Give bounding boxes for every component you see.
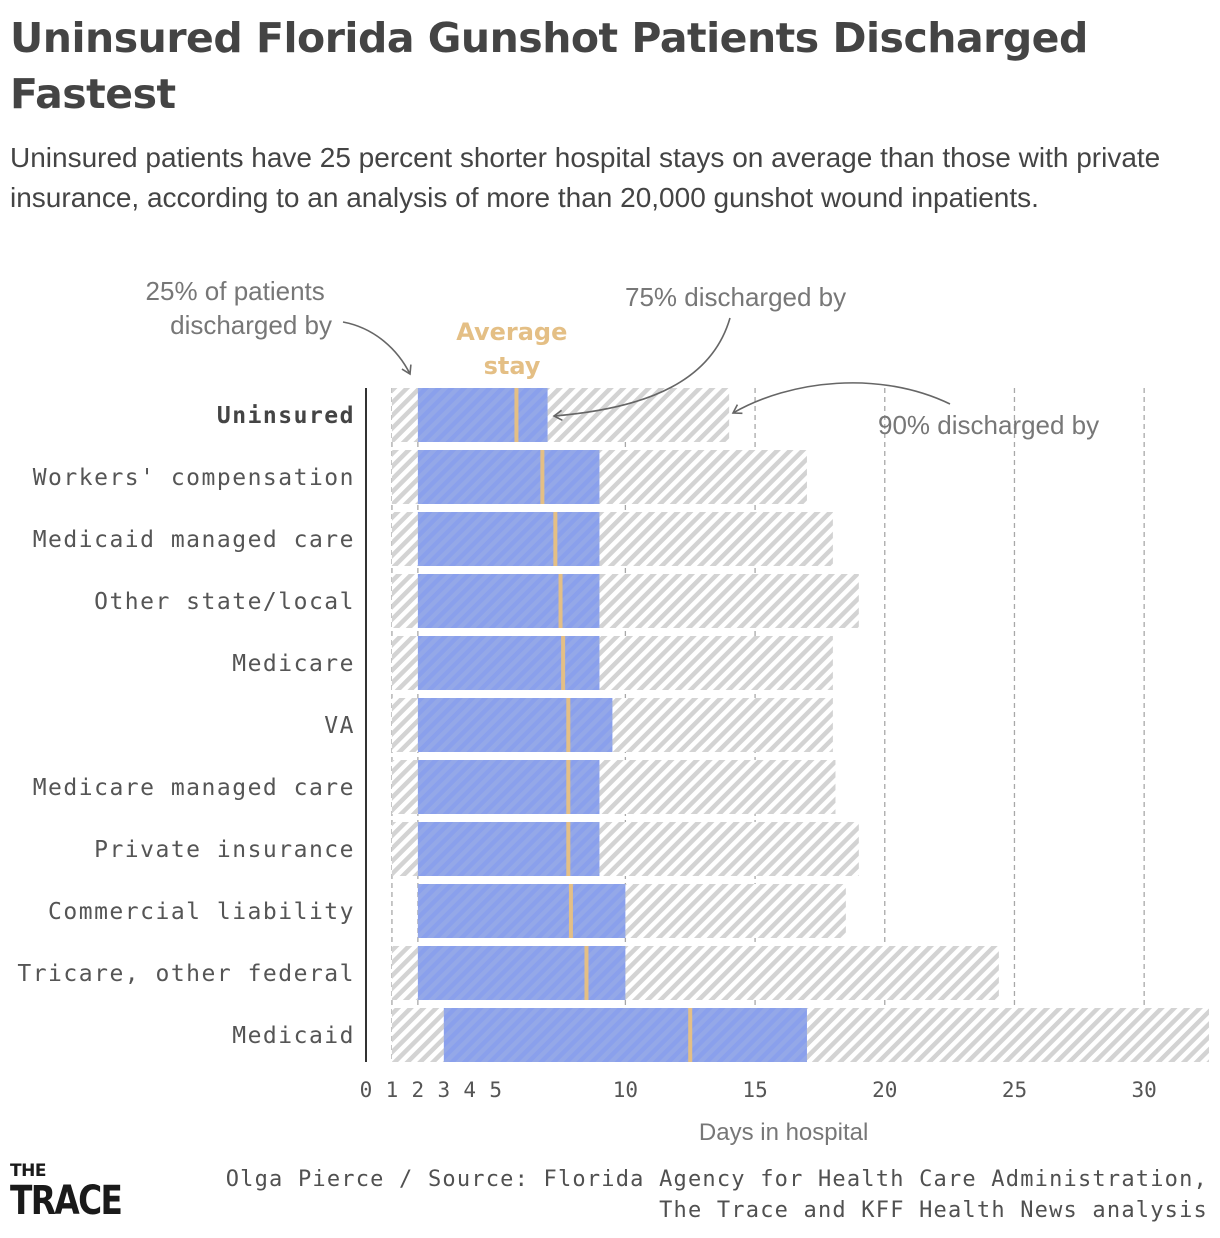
- iqr-bar-p25-p75: [417, 450, 600, 504]
- x-tick-label: 10: [613, 1078, 638, 1102]
- category-label: VA: [324, 713, 355, 739]
- category-label: Medicare: [232, 651, 355, 677]
- average-stay-marker: [540, 450, 545, 504]
- iqr-bar-p25-p75: [417, 698, 613, 752]
- chart-area: Uninsured Workers' compensation Medicaid m…: [17, 276, 1209, 1146]
- average-stay-marker: [561, 636, 566, 690]
- annotation-p75: 75% discharged by: [625, 282, 846, 312]
- x-tick-label: 2: [412, 1078, 425, 1102]
- x-tick-label: 5: [489, 1078, 502, 1102]
- iqr-bar-p25-p75: [417, 574, 600, 628]
- category-label: Private insurance: [94, 837, 355, 863]
- annotation-avg: Average stay: [456, 318, 576, 380]
- logo-line2: TRACE: [10, 1178, 123, 1224]
- average-stay-marker: [688, 1008, 693, 1062]
- the-trace-logo: THE TRACE: [10, 1161, 146, 1224]
- source-credit: Olga Pierce / Source: Florida Agency for…: [226, 1164, 1208, 1226]
- x-axis-label: Days in hospital: [699, 1119, 868, 1146]
- iqr-bar-p25-p75: [417, 946, 626, 1000]
- iqr-bar-p25-p75: [417, 512, 600, 566]
- x-tick-label: 0: [360, 1078, 373, 1102]
- average-stay-marker: [558, 574, 563, 628]
- x-tick-label: 30: [1132, 1078, 1157, 1102]
- x-tick-label: 4: [463, 1078, 476, 1102]
- annotation-p25-line1: 25% of patients: [146, 276, 325, 306]
- x-axis-ticks: 0 1 2 3 4 5 10 15 20 25 30: [360, 1078, 1157, 1102]
- average-stay-marker: [566, 760, 571, 814]
- credit-line2: The Trace and KFF Health News analysis: [659, 1198, 1208, 1223]
- category-label: Medicare managed care: [33, 775, 355, 801]
- category-label: Uninsured: [217, 403, 355, 429]
- average-stay-marker: [568, 884, 573, 938]
- category-label: Medicaid: [232, 1023, 355, 1049]
- iqr-bar-p25-p75: [417, 388, 548, 442]
- annotation-p75-arrow: [552, 317, 731, 422]
- annotation-avg-line2: stay: [484, 352, 541, 380]
- average-stay-marker: [566, 698, 571, 752]
- annotation-p90-arrow: [731, 382, 951, 415]
- average-stay-marker: [566, 822, 571, 876]
- annotation-p25-arrow: [342, 321, 412, 376]
- annotation-p25-line2: discharged by: [170, 310, 332, 340]
- chart-title: Uninsured Florida Gunshot Patients Disch…: [10, 14, 1088, 118]
- iqr-bar-p25-p75: [417, 760, 600, 814]
- logo-line1: THE: [10, 1161, 46, 1181]
- annotation-p90: 90% discharged by: [878, 410, 1099, 440]
- iqr-bar-p25-p75: [443, 1008, 807, 1062]
- iqr-bar-p25-p75: [417, 884, 626, 938]
- annotation-avg-line1: Average: [456, 318, 567, 346]
- annotation-p25: 25% of patients discharged by: [146, 276, 332, 340]
- x-tick-label: 20: [872, 1078, 897, 1102]
- average-stay-marker: [553, 512, 558, 566]
- iqr-bar-p25-p75: [417, 822, 600, 876]
- category-labels: Uninsured Workers' compensation Medicaid m…: [17, 403, 355, 1049]
- credit-line1: Olga Pierce / Source: Florida Agency for…: [225, 1167, 1208, 1192]
- bars-layer: [391, 388, 1209, 1062]
- average-stay-marker: [584, 946, 589, 1000]
- category-label: Medicaid managed care: [33, 527, 355, 553]
- average-stay-marker: [514, 388, 519, 442]
- category-label: Tricare, other federal: [17, 961, 355, 987]
- chart-subtitle: Uninsured patients have 25 percent short…: [10, 142, 1161, 213]
- x-tick-label: 25: [1002, 1078, 1027, 1102]
- category-label: Workers' compensation: [33, 465, 355, 491]
- iqr-bar-p25-p75: [417, 636, 600, 690]
- x-tick-label: 3: [437, 1078, 450, 1102]
- category-label: Other state/local: [94, 589, 355, 615]
- x-tick-label: 15: [742, 1078, 767, 1102]
- category-label: Commercial liability: [48, 899, 355, 925]
- x-tick-label: 1: [386, 1078, 399, 1102]
